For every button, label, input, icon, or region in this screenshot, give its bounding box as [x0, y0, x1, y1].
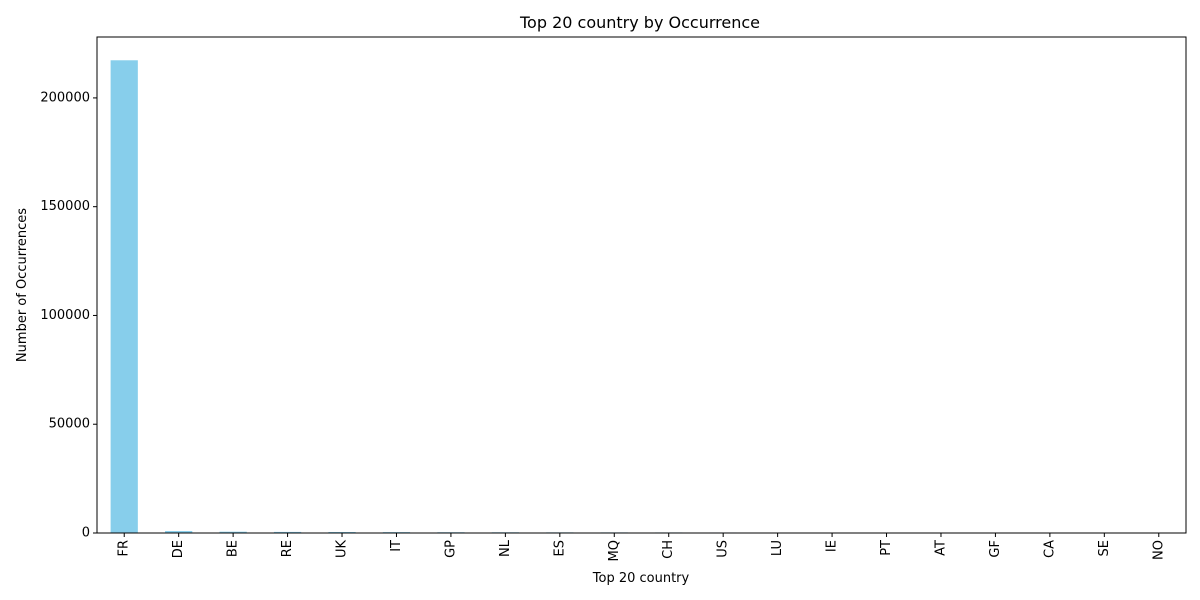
x-tick-label: GP — [443, 540, 458, 558]
y-tick-label: 100000 — [40, 308, 90, 323]
x-tick-label: BE — [226, 540, 241, 557]
x-tick-label: NO — [1151, 540, 1166, 560]
bars-layer — [110, 60, 1173, 533]
x-axis-ticks: FR DE BE RE UK IT GP NL ES MQ CH US LU IE PT AT GF CA SE NO — [117, 533, 1166, 561]
bar-be — [219, 531, 247, 533]
x-tick-label: GF — [988, 540, 1003, 558]
x-tick-label: RE — [280, 540, 295, 557]
x-tick-label: CH — [661, 540, 676, 559]
y-tick-label: 200000 — [40, 90, 90, 105]
x-tick-label: IT — [389, 540, 404, 552]
x-tick-label: AT — [933, 540, 948, 556]
x-tick-label: LU — [770, 540, 785, 556]
x-tick-label: MQ — [607, 540, 622, 561]
y-axis-ticks: 0 50000 100000 150000 200000 — [40, 90, 97, 541]
bar-de — [165, 531, 193, 533]
x-tick-label: ES — [552, 540, 567, 556]
x-tick-label: CA — [1042, 540, 1057, 558]
x-tick-label: SE — [1097, 540, 1112, 556]
x-tick-label: FR — [117, 540, 132, 557]
x-tick-label: US — [716, 540, 731, 558]
x-axis-label: Top 20 country — [592, 571, 690, 586]
x-tick-label: IE — [825, 540, 840, 552]
y-axis-label: Number of Occurrences — [15, 208, 30, 362]
plot-frame — [96, 36, 1187, 534]
chart-title: Top 20 country by Occurrence — [519, 13, 760, 32]
x-tick-label: NL — [498, 539, 513, 557]
x-tick-label: DE — [171, 540, 186, 558]
x-tick-label: PT — [879, 540, 894, 556]
y-tick-label: 0 — [82, 526, 90, 541]
x-tick-label: UK — [335, 540, 350, 559]
bar-re — [273, 531, 302, 533]
y-tick-label: 150000 — [40, 199, 90, 214]
bar-fr — [110, 60, 138, 533]
y-tick-label: 50000 — [49, 417, 90, 432]
